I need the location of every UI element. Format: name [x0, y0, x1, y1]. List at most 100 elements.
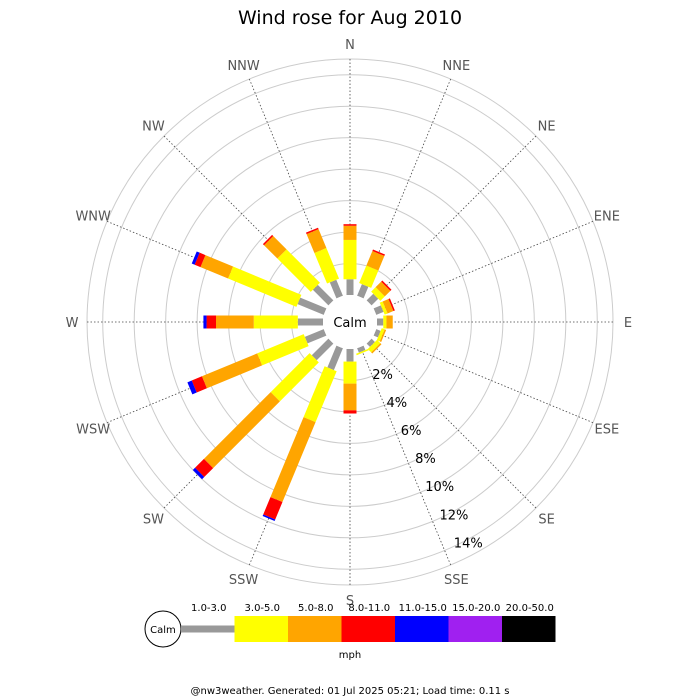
petal-segment	[376, 328, 385, 342]
grid-spoke	[359, 346, 452, 566]
calm-center: Calm	[323, 295, 377, 349]
direction-label: NE	[538, 119, 556, 134]
direction-label: NNW	[227, 59, 259, 74]
direction-label: ESE	[594, 422, 619, 437]
petal-segment	[303, 366, 337, 423]
legend-bin-label: 5.0-8.0	[298, 603, 333, 614]
legend-swatch	[448, 616, 502, 642]
petal-segment	[327, 345, 343, 371]
legend-bin-label: 1.0-3.0	[191, 603, 226, 614]
petal-segment	[366, 293, 379, 306]
ring-label: 10%	[425, 480, 454, 495]
petal-segment	[357, 345, 366, 353]
petal-segment	[371, 287, 385, 301]
legend-bin-label: 15.0-20.0	[452, 603, 500, 614]
ring-label: 6%	[401, 424, 422, 439]
petal-segment	[262, 514, 276, 521]
direction-label: WNW	[75, 210, 111, 225]
direction-label: N	[345, 38, 355, 53]
legend-unit-label: mph	[339, 650, 361, 661]
petal-segment	[187, 380, 197, 395]
petal-segment	[371, 343, 382, 354]
petal-segment	[343, 225, 357, 240]
grid-ring	[196, 168, 504, 476]
petal-segment	[191, 251, 200, 265]
petal-segment	[312, 284, 334, 306]
legend-swatch	[502, 616, 556, 642]
petal-segment	[304, 329, 327, 344]
direction-label: WSW	[76, 422, 110, 437]
petal-segment	[194, 252, 206, 268]
legend-swatch	[341, 616, 395, 642]
legend-swatch	[181, 625, 235, 633]
petal-segment	[297, 297, 327, 315]
ring-label: 2%	[372, 368, 393, 383]
direction-label: SW	[143, 513, 164, 528]
direction-label: SE	[538, 513, 554, 528]
chart-title: Wind rose for Aug 2010	[238, 7, 462, 29]
petal-segment	[206, 315, 217, 329]
petal-segment	[346, 279, 354, 295]
grid-ring	[165, 137, 535, 507]
ring-label: 14%	[454, 536, 483, 551]
petal-segment	[359, 265, 379, 288]
direction-label: E	[624, 316, 632, 331]
petal-segment	[270, 353, 319, 402]
legend-bin-label: 8.0-11.0	[348, 603, 390, 614]
petal-segment	[386, 315, 393, 329]
ring-label: 4%	[387, 396, 408, 411]
petal-segment	[201, 353, 263, 389]
petal-segment	[306, 229, 327, 254]
legend-swatch	[234, 616, 288, 642]
legend-swatch	[288, 616, 342, 642]
petal-segment	[191, 376, 207, 393]
grid-spoke	[368, 135, 537, 304]
ring-label: 12%	[440, 508, 469, 523]
petal-segment	[346, 349, 354, 362]
direction-label: NNE	[443, 59, 471, 74]
petal-segment	[216, 315, 254, 329]
grid-spoke	[374, 331, 594, 424]
petal-segment	[270, 417, 316, 503]
grid-spoke	[368, 340, 537, 509]
petal-segment	[388, 298, 395, 312]
petal-segment	[343, 410, 357, 414]
direction-label: ENE	[594, 210, 620, 225]
direction-label: W	[66, 316, 79, 331]
petal-segment	[343, 239, 357, 280]
petal-segment	[343, 361, 357, 384]
petal-segment	[377, 318, 384, 326]
petal-segment	[343, 224, 357, 226]
direction-label: SSW	[229, 573, 259, 588]
petal-segment	[314, 248, 340, 284]
petal-segment	[195, 458, 214, 477]
petal-segment	[262, 234, 274, 246]
direction-label: SSE	[444, 573, 469, 588]
petal-segment	[356, 348, 369, 356]
petal-segment	[366, 338, 375, 347]
petal-segment	[329, 279, 343, 299]
speed-legend: Calm 1.0-3.0 3.0-5.0 5.0-8.0 8.0-11.0 11.0-15…	[144, 603, 556, 661]
calm-circle	[323, 295, 377, 349]
legend-bin-label: 3.0-5.0	[245, 603, 280, 614]
legend-bin-label: 20.0-50.0	[506, 603, 554, 614]
calm-label: Calm	[333, 316, 366, 331]
petal-segment	[297, 318, 324, 326]
petal-segment	[203, 392, 280, 469]
direction-label: NW	[142, 119, 165, 134]
petal-segment	[372, 249, 386, 256]
petal-segment	[383, 315, 387, 329]
petal-segment	[277, 249, 320, 292]
ring-labels: 2% 4% 6% 8% 10% 12% 14%	[372, 368, 482, 551]
legend-calm-label: Calm	[150, 625, 176, 636]
grid-spoke	[374, 220, 594, 313]
petal-segment	[203, 315, 207, 329]
petal-segment	[367, 339, 381, 353]
grid-ring	[102, 74, 598, 570]
footer-text: @nw3weather. Generated: 01 Jul 2025 05:2…	[190, 686, 509, 697]
petal-segment	[263, 497, 283, 520]
grid-ring	[133, 105, 567, 539]
petal-segment	[264, 236, 287, 259]
petal-segment	[373, 329, 381, 338]
